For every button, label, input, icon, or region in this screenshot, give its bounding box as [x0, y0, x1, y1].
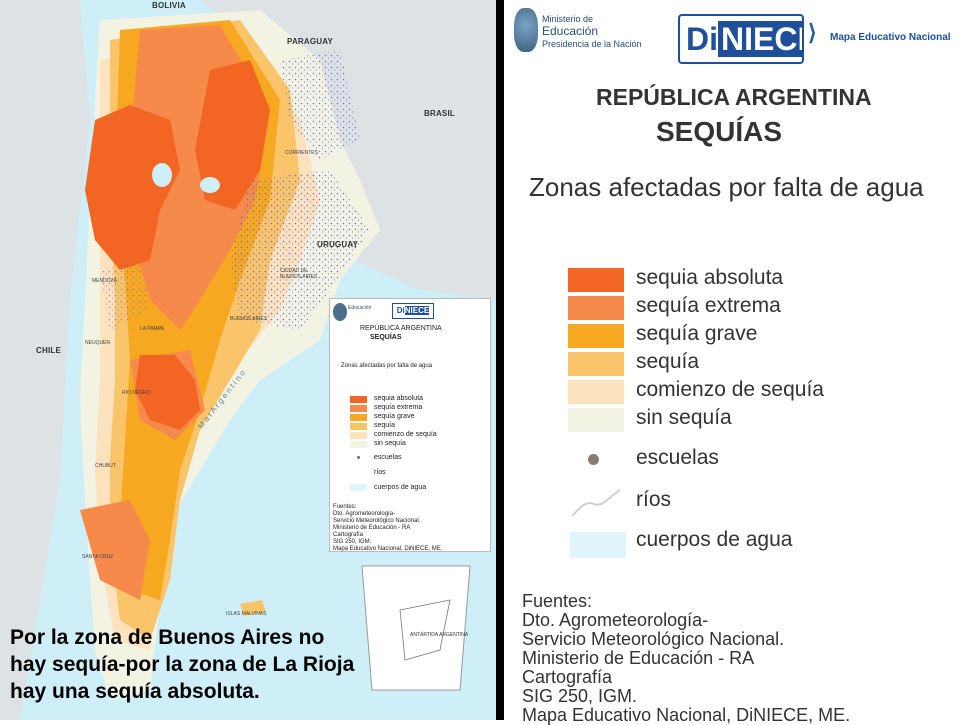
province-label-rio-negro: RIO NEGRO	[122, 390, 151, 396]
inset-label: sequia absoluta	[374, 395, 424, 402]
country-label-uruguay: URUGUAY	[317, 240, 359, 249]
inset-label: sequía grave	[374, 413, 415, 420]
inset-label: sequía extrema	[374, 404, 423, 411]
legend-title-1: REPÚBLICA ARGENTINA	[596, 84, 872, 110]
islands-label: ISLAS MALVINAS	[226, 611, 267, 617]
inset-legend: Educación DiNIECE REPÚBLICA ARGENTINA SE…	[329, 298, 491, 552]
inset-swatch	[350, 414, 367, 421]
inset-rivers: ríos	[374, 469, 386, 476]
inset-swatch	[350, 423, 367, 430]
inset-water-swatch	[350, 484, 367, 491]
school-dot-icon	[588, 454, 599, 465]
country-label-chile: CHILE	[36, 346, 61, 355]
drought-map: BOLIVIA PARAGUAY BRASIL URUGUAY CHILE CO…	[0, 0, 496, 720]
legend-schools: escuelas	[636, 446, 719, 469]
water-swatch	[570, 532, 626, 558]
country-label-paraguay: PARAGUAY	[287, 37, 334, 46]
inset-swatch	[350, 405, 367, 412]
inset-swatch	[350, 432, 367, 439]
legend-label: sequía	[636, 350, 700, 373]
diniece-logo: DiNIECE	[678, 14, 804, 64]
caption: Por la zona de Buenos Aires no hay sequí…	[10, 624, 480, 705]
country-label-bolivia: BOLIVIA	[152, 1, 186, 10]
ministry-line-1: Ministerio de	[542, 14, 594, 24]
province-label-corrientes: CORRIENTES	[285, 150, 318, 156]
inset-ministry: Educación	[348, 305, 372, 311]
inset-swatch	[350, 441, 367, 448]
legend-rivers: ríos	[636, 488, 672, 511]
inset-subtitle: Zonas afectadas por falta de agua	[341, 363, 433, 369]
caption-line-3: hay una sequía absoluta.	[10, 680, 260, 703]
legend-swatch	[568, 352, 624, 376]
argentina-map-graphic	[0, 0, 496, 720]
inset-water: cuerpos de agua	[374, 484, 427, 491]
province-label-buenos-aires: BUENOS AIRES	[230, 316, 268, 322]
province-label-santa-cruz: SANTA CRUZ	[82, 554, 114, 560]
inset-school-icon	[357, 456, 360, 459]
inset-label: comienzo de sequía	[374, 431, 437, 438]
enlarged-legend: Ministerio de Educación Presidencia de l…	[504, 0, 960, 725]
legend-label: sequía grave	[636, 322, 758, 345]
mapa-educativo-label: Mapa Educativo Nacional	[830, 32, 951, 43]
panel-divider	[496, 0, 504, 720]
seal-icon	[333, 303, 347, 321]
caption-line-1: Por la zona de Buenos Aires no	[10, 626, 325, 649]
legend-label: comienzo de sequía	[636, 378, 824, 401]
legend-swatch	[568, 408, 624, 432]
inset-sources: Fuentes: Dto. Agrometeorología- Servicio M…	[333, 504, 443, 552]
province-label-caba: CIUDAD DE BUENOS AIRES	[280, 268, 318, 280]
province-label-neuquen: NEUQUEN	[85, 340, 111, 346]
legend-swatch	[568, 380, 624, 404]
legend-label: sequia absoluta	[636, 266, 784, 289]
inset-label: sequía	[374, 422, 396, 429]
country-label-brasil: BRASIL	[424, 109, 455, 118]
antarctic-label: ANTÁRTIDA ARGENTINA	[410, 632, 469, 638]
legend-swatch	[568, 296, 624, 320]
legend-water: cuerpos de agua	[636, 528, 793, 551]
inset-title1: REPÚBLICA ARGENTINA	[360, 325, 442, 332]
river-line-icon	[571, 489, 621, 517]
inset-brand: DiNIECE	[392, 303, 434, 319]
legend-title-2: SEQUÍAS	[656, 116, 783, 147]
ministry-line-3: Presidencia de la Nación	[542, 39, 642, 49]
caption-line-2: hay sequía-por la zona de La Rioja	[10, 653, 355, 676]
inset-schools: escuelas	[374, 454, 402, 461]
province-label-chubut: CHUBUT	[95, 463, 116, 469]
legend-swatch	[568, 324, 624, 348]
legend-swatch	[568, 268, 624, 292]
ministry-line-2: Educación	[542, 24, 599, 38]
inset-label: sin sequía	[374, 440, 406, 447]
argentina-seal-icon	[514, 8, 538, 52]
province-label-mendoza: MENDOZA	[92, 278, 117, 284]
mapa-educativo-icon: ⟩	[808, 20, 817, 45]
sources-block: Fuentes: Dto. Agrometeorología- Servicio…	[522, 591, 851, 725]
province-label-la-pampa: LA PAMPA	[140, 326, 164, 332]
legend-label: sequía extrema	[636, 294, 781, 317]
legend-subtitle: Zonas afectadas por falta de agua	[529, 172, 924, 202]
inset-swatch	[350, 396, 367, 403]
legend-label: sin sequía	[636, 406, 732, 429]
inset-title2: SEQUÍAS	[370, 334, 402, 341]
